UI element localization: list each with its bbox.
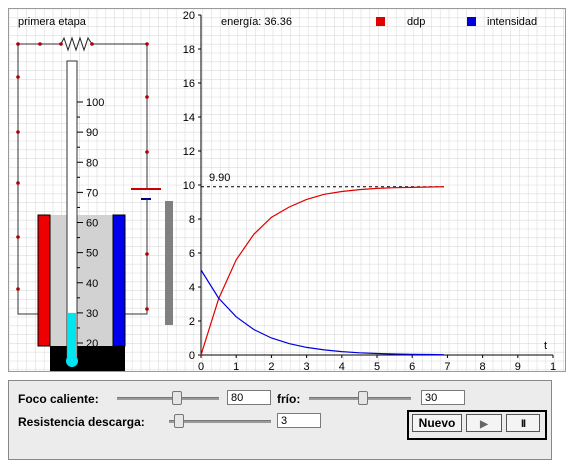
legend: ddp intensidad	[376, 16, 537, 28]
legend-label-intensidad: intensidad	[487, 16, 537, 28]
play-icon: ▶	[480, 419, 488, 430]
thermometer-tick-label: 70	[86, 187, 98, 199]
new-button[interactable]: Nuevo	[412, 414, 462, 432]
legend-label-ddp: ddp	[407, 16, 425, 28]
slider-thumb[interactable]	[172, 391, 182, 405]
pause-icon: II	[520, 418, 526, 430]
play-button[interactable]: ▶	[466, 414, 502, 432]
hot-source-slider[interactable]	[117, 391, 219, 405]
y-tick-label: 10	[183, 180, 195, 192]
thermometer-tick-label: 60	[86, 218, 98, 230]
y-tick-label: 20	[183, 10, 195, 22]
thermometer-tick-label: 80	[86, 157, 98, 169]
thermometer-tick-label: 100	[86, 97, 104, 109]
y-tick-label: 0	[189, 350, 195, 362]
energy-label: energía: 36.36	[221, 16, 292, 28]
discharge-bar	[165, 201, 173, 325]
y-tick-label: 18	[183, 44, 195, 56]
control-panel: Foco caliente: frío: Resistencia descarg…	[8, 380, 552, 460]
playback-buttons: Nuevo ▶ II	[407, 410, 547, 440]
y-tick-label: 8	[189, 214, 195, 226]
legend-swatch-ddp	[376, 17, 385, 26]
cold-source-input[interactable]	[421, 390, 465, 405]
hot-source-input[interactable]	[227, 390, 271, 405]
slider-track	[169, 420, 271, 423]
x-tick-label: 9	[515, 361, 521, 371]
thermometer-tick-label: 50	[86, 248, 98, 260]
x-tick-label: 0	[198, 361, 204, 371]
x-tick-label: 1	[550, 361, 556, 371]
x-tick-label: 6	[409, 361, 415, 371]
x-tick-label: 3	[304, 361, 310, 371]
slider-thumb[interactable]	[174, 414, 184, 428]
thermometer-tick-label: 20	[86, 338, 98, 350]
slider-track	[117, 397, 219, 400]
discharge-resistance-label: Resistencia descarga:	[18, 415, 145, 429]
simulation-panel: 100 90 80 70 60 50 40 30 20 0 2 4 6 8 10 12 14 16 18 20 0 1 2…	[8, 8, 566, 372]
y-tick-label: 16	[183, 78, 195, 90]
series-line-ddp	[200, 186, 444, 356]
series-line-intensidad	[200, 269, 444, 356]
y-tick-label: 6	[189, 248, 195, 260]
cold-source-label: frío:	[277, 392, 301, 406]
thermometer-tick-label: 90	[86, 127, 98, 139]
thermometer-mercury	[68, 312, 76, 361]
hot-source-label: Foco caliente:	[18, 392, 99, 406]
y-tick-label: 4	[189, 282, 195, 294]
x-axis-label: t	[544, 340, 547, 352]
x-tick-label: 2	[268, 361, 274, 371]
circuit-wire-lower-right	[119, 199, 148, 315]
stage-label: primera etapa	[18, 16, 87, 28]
legend-swatch-intensidad	[467, 17, 476, 26]
y-tick-label: 12	[183, 146, 195, 158]
cold-source-slider[interactable]	[309, 391, 411, 405]
slider-thumb[interactable]	[358, 391, 368, 405]
hot-plate	[37, 214, 51, 347]
x-tick-label: 1	[233, 361, 239, 371]
asymptote-label: 9.90	[209, 172, 230, 184]
x-tick-label: 7	[444, 361, 450, 371]
base-block	[50, 346, 125, 371]
bath	[50, 215, 120, 346]
y-tick-label: 14	[183, 112, 195, 124]
y-tick-label: 2	[189, 316, 195, 328]
discharge-resistance-slider[interactable]	[169, 414, 271, 428]
thermometer-scale: 100 90 80 70 60 50 40 30 20	[77, 97, 104, 350]
circuit-nodes	[16, 42, 149, 345]
resistor-icon	[60, 36, 93, 52]
thermometer-tick-label: 40	[86, 278, 98, 290]
x-tick-label: 5	[374, 361, 380, 371]
x-tick-label: 8	[480, 361, 486, 371]
thermometer-bulb	[66, 355, 78, 367]
pause-button[interactable]: II	[506, 414, 540, 432]
cold-plate	[112, 214, 126, 347]
x-tick-label: 4	[339, 361, 345, 371]
thermometer-tick-label: 30	[86, 308, 98, 320]
discharge-resistance-input[interactable]	[277, 413, 321, 428]
